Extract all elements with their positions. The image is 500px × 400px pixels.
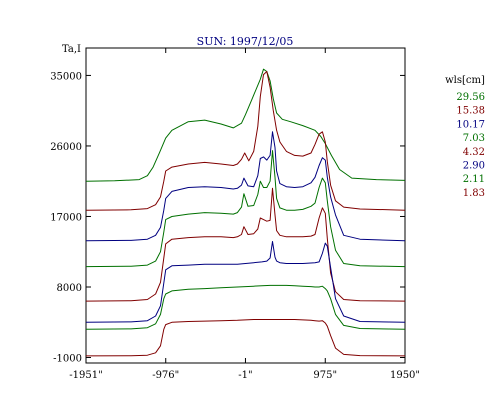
legend-entry: 2.11 — [463, 174, 485, 185]
x-axis-ticks: -1951" -976" -1" 975" 1950" — [69, 48, 420, 381]
y-tick-label: 17000 — [50, 212, 82, 223]
plot-frame — [85, 47, 406, 364]
legend-entry: 7.03 — [463, 133, 485, 144]
series-line-5 — [85, 241, 406, 323]
legend-entry: 4.32 — [463, 147, 485, 158]
y-tick-label: 35000 — [50, 71, 82, 82]
series-line-4 — [85, 187, 406, 302]
legend-entry: 10.17 — [456, 119, 485, 130]
series-line-1 — [85, 71, 406, 211]
y-tick-label: -1000 — [53, 354, 82, 365]
legend-entry: 2.90 — [463, 161, 485, 172]
chart-title: SUN: 1997/12/05 — [197, 35, 294, 48]
x-tick-label: -1" — [238, 370, 252, 381]
series-line-3 — [85, 150, 406, 268]
legend-entry: 29.56 — [456, 92, 485, 103]
x-tick-label: -976" — [152, 370, 179, 381]
series-line-7 — [85, 319, 406, 357]
y-tick-label: 26000 — [50, 142, 82, 153]
y-tick-label: 8000 — [57, 283, 82, 294]
y-axis-ticks: -1000 8000 17000 26000 35000 — [50, 71, 405, 365]
legend-entry: 15.38 — [456, 106, 485, 117]
x-tick-label: 1950" — [390, 370, 420, 381]
x-tick-label: -1951" — [69, 370, 102, 381]
series-line-6 — [85, 284, 406, 330]
legend-title: wls[cm] — [445, 75, 485, 86]
series-lines — [85, 68, 406, 357]
x-tick-label: 975" — [313, 370, 337, 381]
legend-items: 29.56 15.38 10.17 7.03 4.32 2.90 2.11 1.83 — [456, 92, 485, 199]
y-axis-label: Ta,I — [62, 44, 81, 55]
series-line-2 — [85, 131, 406, 242]
series-line-0 — [85, 68, 406, 182]
legend-entry: 1.83 — [463, 188, 485, 199]
legend: wls[cm] 29.56 15.38 10.17 7.03 4.32 2.90 2.11 1… — [445, 75, 485, 199]
